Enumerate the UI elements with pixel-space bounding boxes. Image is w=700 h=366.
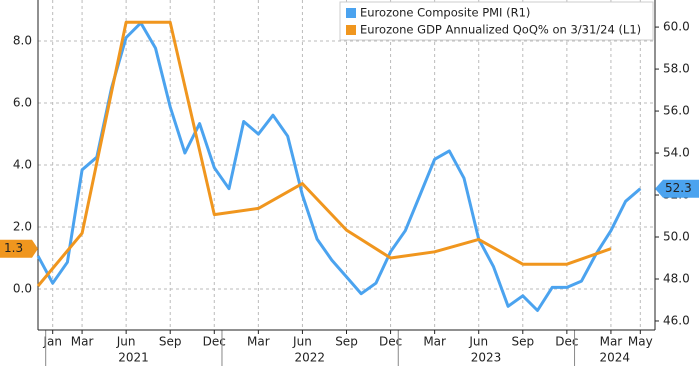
legend-swatch xyxy=(346,25,356,35)
legend-label: Eurozone GDP Annualized QoQ% on 3/31/24 … xyxy=(360,23,641,37)
x-group-label: 2022 xyxy=(295,351,326,365)
x-tick-label: Mar xyxy=(423,335,446,349)
series-line xyxy=(36,21,642,312)
x-group-label: 2023 xyxy=(471,351,502,365)
y2-tick-label: 50.0 xyxy=(663,230,690,244)
y2-tick-label: 58.0 xyxy=(663,62,690,76)
y-tick-label: 4.0 xyxy=(13,158,32,172)
legend: Eurozone Composite PMI (R1) Eurozone GDP … xyxy=(339,1,654,41)
y-tick-label: 0.0 xyxy=(13,282,32,296)
last-value-tag xyxy=(0,239,38,258)
y2-tick-label: 60.0 xyxy=(663,20,690,34)
x-group-label: 2024 xyxy=(600,351,631,365)
y2-tick-label: 46.0 xyxy=(663,313,690,327)
x-tick-label: Dec xyxy=(555,335,578,349)
legend-box xyxy=(339,1,654,41)
x-tick-label: May xyxy=(628,335,653,349)
y2-tick-label: 48.0 xyxy=(663,271,690,285)
x-group-label: 2021 xyxy=(118,351,149,365)
x-tick-label: Mar xyxy=(600,335,623,349)
x-tick-label: Sep xyxy=(511,335,534,349)
y-tick-label: 8.0 xyxy=(13,33,32,47)
last-value-label: 1.3 xyxy=(4,241,23,255)
x-tick-label: Sep xyxy=(335,335,358,349)
x-tick-label: Jun xyxy=(116,335,136,349)
x-tick-label: Dec xyxy=(379,335,402,349)
x-tick-label: Jan xyxy=(42,335,62,349)
x-tick-label: Dec xyxy=(203,335,226,349)
y-tick-label: 6.0 xyxy=(13,95,32,109)
x-tick-label: Jun xyxy=(468,335,488,349)
x-tick-label: Mar xyxy=(71,335,94,349)
x-tick-label: Sep xyxy=(159,335,182,349)
x-tick-label: Jun xyxy=(292,335,312,349)
y2-tick-label: 54.0 xyxy=(663,146,690,160)
y-tick-label: 2.0 xyxy=(13,220,32,234)
series-line xyxy=(36,20,612,287)
legend-swatch xyxy=(346,8,356,18)
y2-tick-label: 56.0 xyxy=(663,104,690,118)
x-tick-label: Mar xyxy=(247,335,270,349)
last-value-tag xyxy=(655,179,699,198)
last-value-label: 52.3 xyxy=(665,181,692,195)
legend-label: Eurozone Composite PMI (R1) xyxy=(360,6,530,20)
